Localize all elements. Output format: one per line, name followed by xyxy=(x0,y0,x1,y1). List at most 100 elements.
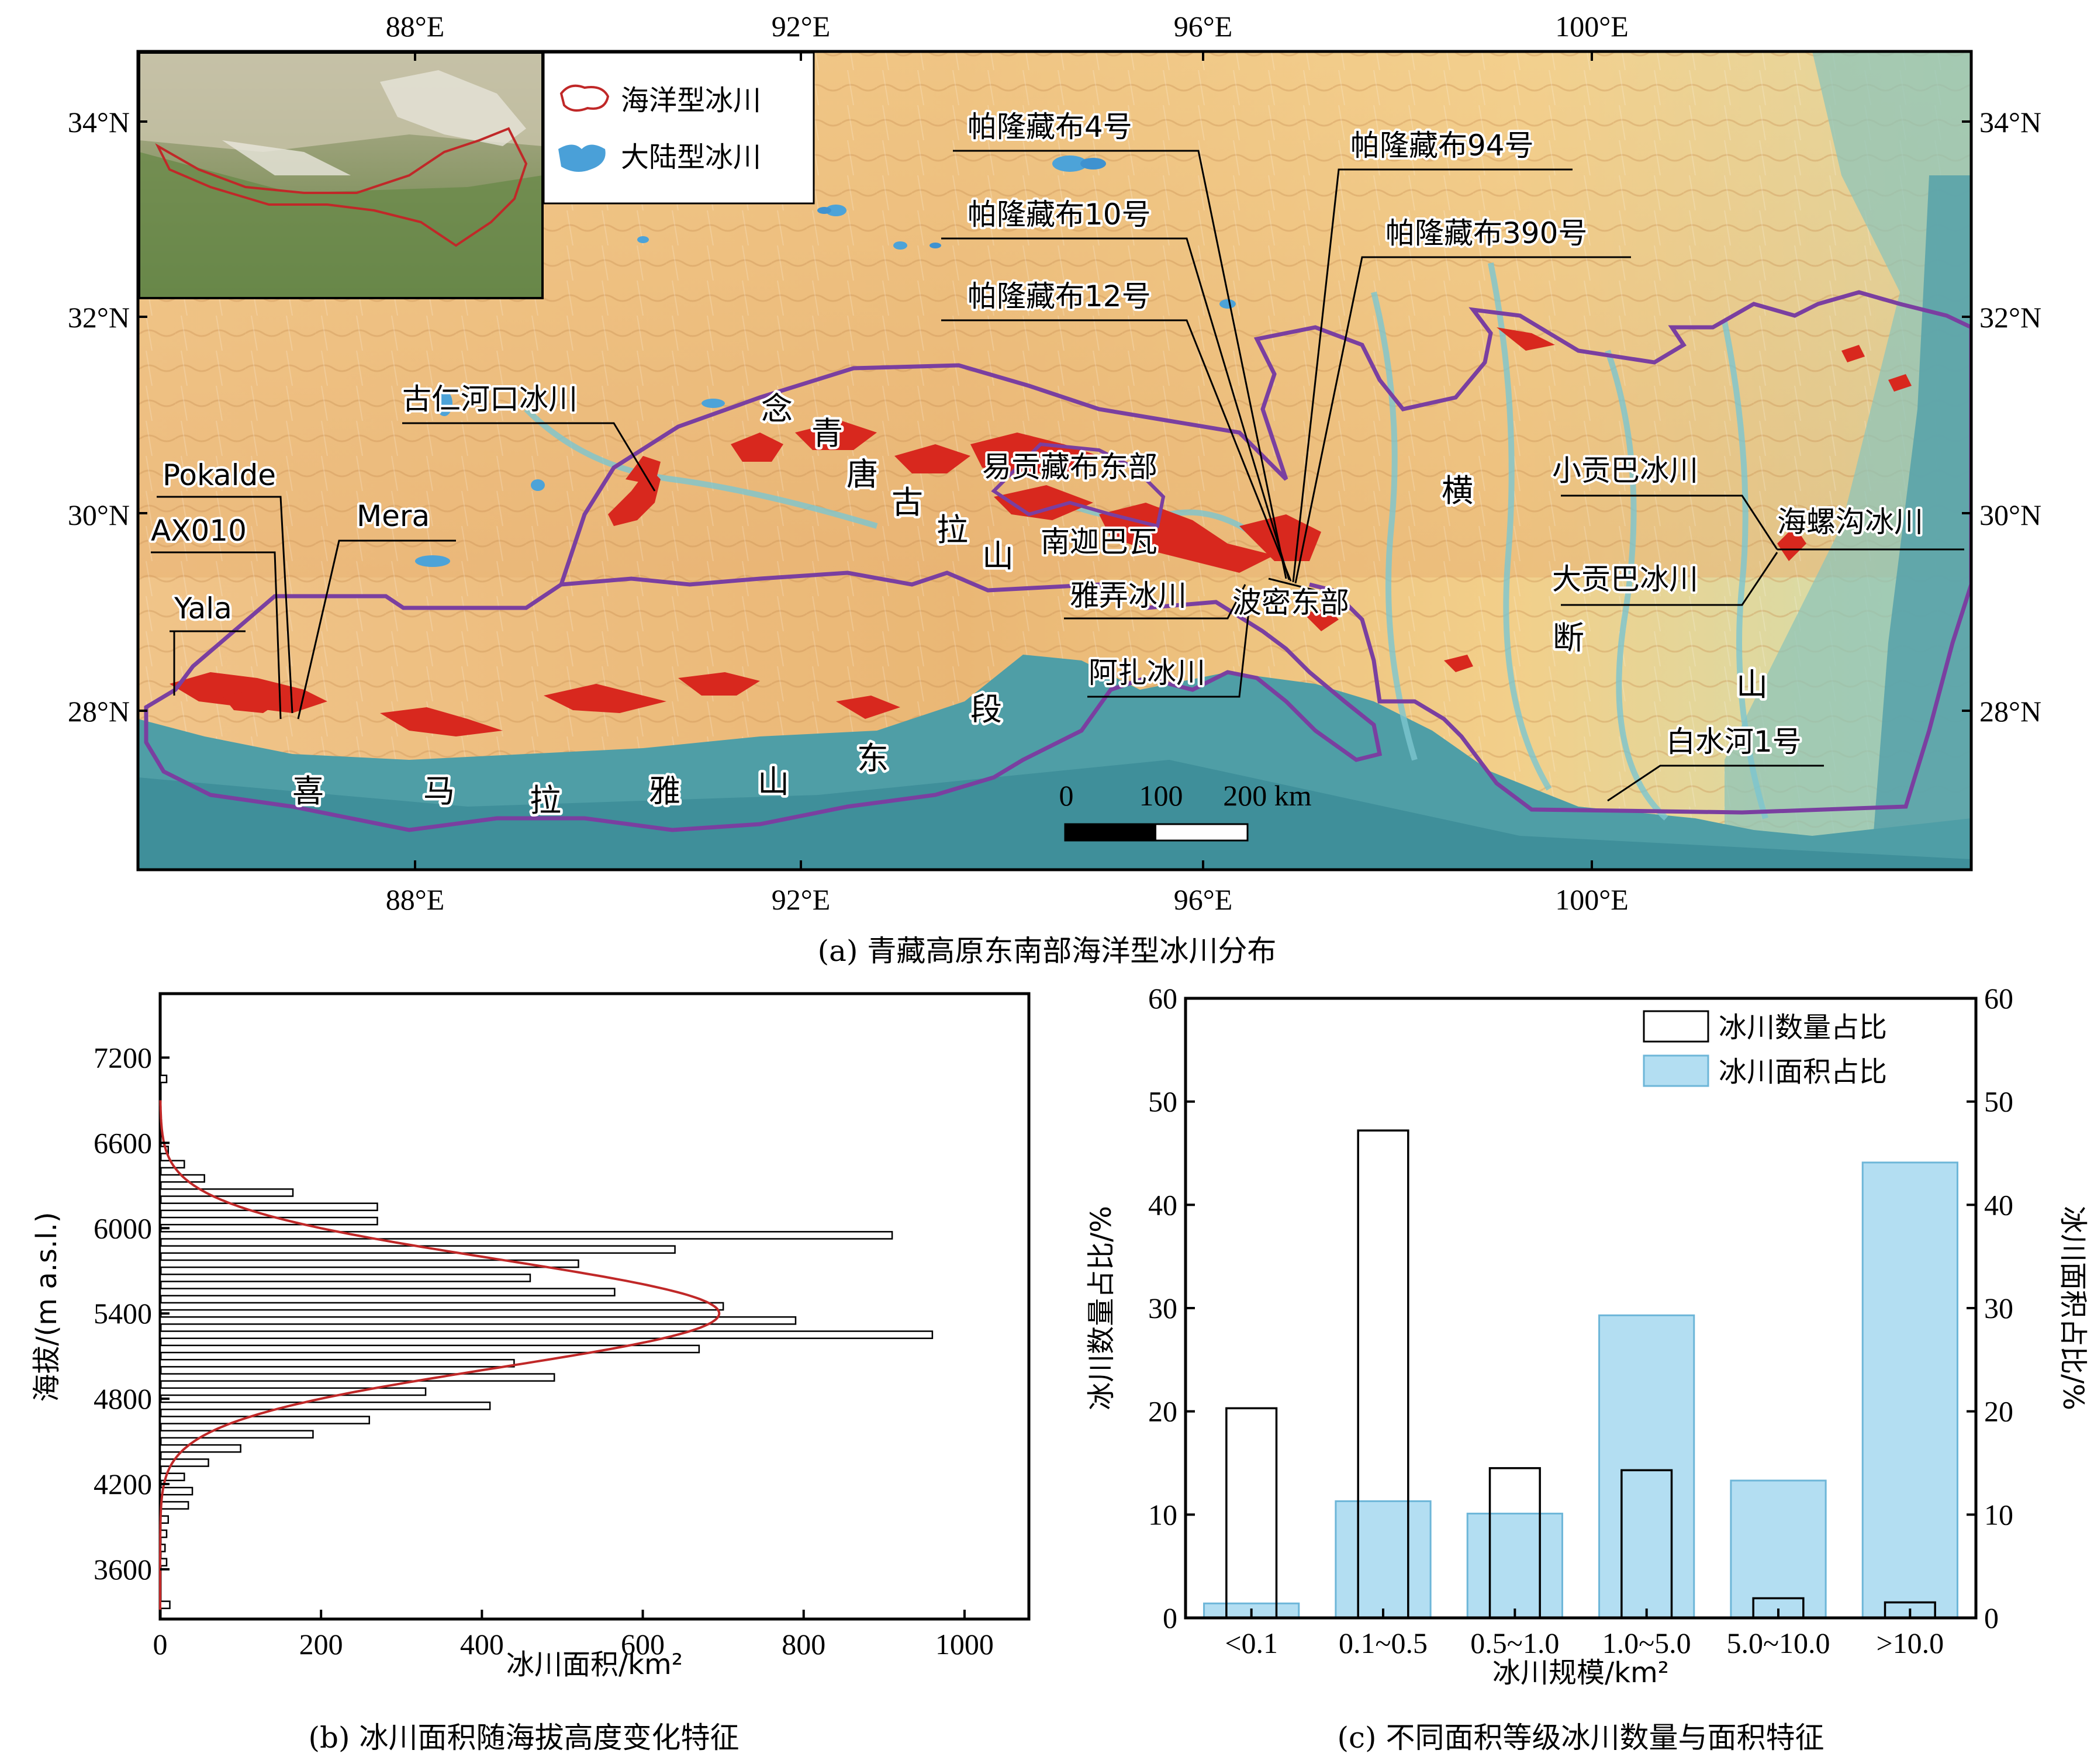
elevation-bar xyxy=(159,1302,724,1311)
inset-map xyxy=(138,51,544,299)
elevation-bar xyxy=(159,1600,171,1610)
elevation-bar xyxy=(159,1387,427,1396)
y-tick-label-left: 50 xyxy=(1148,1085,1177,1118)
elevation-bar xyxy=(159,1274,531,1282)
lon-tick-bottom: 96°E xyxy=(1174,883,1233,916)
glacier-labels: 帕隆藏布4号 帕隆藏布10号 帕隆藏布12号 帕隆藏布94号 帕隆藏布390号 … xyxy=(148,108,1926,761)
y-tick-label: 4800 xyxy=(94,1382,152,1415)
map-frame xyxy=(136,50,1973,871)
chart-c-legend: 冰川数量占比 冰川面积占比 xyxy=(1643,1010,1887,1088)
y-tick-label-right: 60 xyxy=(1984,982,2013,1015)
label-bomi: 波密东部 xyxy=(1232,586,1349,620)
lakes xyxy=(415,155,1236,567)
count-share-bar xyxy=(1225,1407,1278,1619)
label-palong-12: 帕隆藏布12号 xyxy=(967,279,1151,313)
map-panel: 海洋型冰川 大陆型冰川 88°E 92°E 96°E 100°E 88°E 92… xyxy=(68,10,2041,968)
chart-c-frame xyxy=(1184,997,1978,1620)
chart-c-xlabel: 冰川规模/km² xyxy=(1492,1656,1669,1689)
elevation-bar xyxy=(159,1416,370,1424)
x-tick-label: 1000 xyxy=(935,1628,994,1661)
y-tick-label-right: 30 xyxy=(1984,1292,2013,1324)
scalebar-label-0: 0 xyxy=(1059,779,1074,812)
graticule: 88°E 92°E 96°E 100°E 88°E 92°E 96°E 100°… xyxy=(68,10,2041,916)
lat-tick-right: 34°N xyxy=(1979,106,2041,139)
continental-legend-icon xyxy=(558,144,606,172)
area-share-bar xyxy=(1335,1500,1432,1619)
chart-c-ylabel-left: 冰川数量占比/% xyxy=(1085,1206,1118,1410)
y-tick-label-right: 10 xyxy=(1984,1498,2013,1531)
elevation-bar xyxy=(159,1288,616,1297)
range-char: 念 xyxy=(761,390,793,427)
scalebar-label-200: 200 km xyxy=(1223,779,1312,812)
label-palong-4: 帕隆藏布4号 xyxy=(967,110,1132,144)
lon-tick-top: 92°E xyxy=(772,10,831,43)
elevation-bar xyxy=(159,1458,209,1467)
range-char: 东 xyxy=(857,740,889,777)
elevation-bar xyxy=(159,1259,579,1268)
lat-tick-left: 32°N xyxy=(68,301,130,334)
size-class-bars xyxy=(1203,1129,1958,1619)
x-tick-label: 1.0~5.0 xyxy=(1602,1627,1691,1659)
lat-tick-left: 30°N xyxy=(68,499,130,531)
x-tick-label: 0.1~0.5 xyxy=(1339,1627,1428,1659)
label-ax010: AX010 xyxy=(151,514,247,548)
lon-tick-top: 88°E xyxy=(386,10,445,43)
label-yanong: 雅弄冰川 xyxy=(1070,579,1187,613)
x-tick-label: 800 xyxy=(782,1628,825,1661)
maritime-region-boundary xyxy=(144,570,1383,832)
elevation-bar xyxy=(159,1430,314,1439)
range-labels: 念 青 唐 古 拉 山 喜 马 拉 雅 山 东 段 横 断 山 xyxy=(290,388,1771,822)
y-tick-label: 5400 xyxy=(94,1297,152,1330)
area-share-bar xyxy=(1730,1479,1827,1619)
y-tick-label-left: 20 xyxy=(1148,1395,1177,1428)
elevation-bar xyxy=(159,1373,555,1382)
size-class-chart: <0.1 0.1~0.5 0.5~1.0 1.0~5.0 5.0~10.0 >10.0 0 0… xyxy=(1085,982,2089,1755)
legend-maritime-label: 海洋型冰川 xyxy=(621,84,761,117)
label-pokalde: Pokalde xyxy=(163,458,276,492)
range-char: 段 xyxy=(970,691,1002,728)
label-namcha: 南迦巴瓦 xyxy=(1041,525,1157,559)
range-char: 横 xyxy=(1442,472,1473,509)
label-yigong: 易贡藏布东部 xyxy=(982,450,1157,484)
range-char: 拉 xyxy=(530,782,561,819)
leader-lines xyxy=(151,150,1964,802)
lon-tick-bottom: 88°E xyxy=(386,883,445,916)
range-char: 山 xyxy=(1736,666,1768,703)
x-tick-label: <0.1 xyxy=(1225,1627,1278,1659)
label-mera: Mera xyxy=(357,499,430,533)
range-char: 断 xyxy=(1553,620,1584,656)
x-tick-label: 200 xyxy=(299,1628,343,1661)
label-palong-94: 帕隆藏布94号 xyxy=(1350,129,1534,162)
range-char: 喜 xyxy=(292,773,324,810)
x-tick-label: 400 xyxy=(460,1628,504,1661)
range-char: 山 xyxy=(758,763,789,800)
chart-c-axes: <0.1 0.1~0.5 0.5~1.0 1.0~5.0 5.0~10.0 >10.0 0 0… xyxy=(1148,982,2013,1659)
range-char: 拉 xyxy=(937,511,968,548)
panel-c-caption: (c) 不同面积等级冰川数量与面积特征 xyxy=(1338,1721,1825,1755)
inset-region-outline xyxy=(155,127,528,247)
panel-a-caption: (a) 青藏高原东南部海洋型冰川分布 xyxy=(818,934,1277,968)
label-palong-10: 帕隆藏布10号 xyxy=(967,198,1151,231)
y-tick-label: 3600 xyxy=(94,1553,152,1586)
y-tick-label-right: 0 xyxy=(1984,1602,1999,1634)
y-tick-label: 4200 xyxy=(94,1468,152,1500)
legend-area-label: 冰川面积占比 xyxy=(1719,1056,1887,1088)
y-tick-label: 6600 xyxy=(94,1126,152,1159)
elevation-bar xyxy=(159,1231,893,1240)
gaussian-fit-curve xyxy=(159,1100,721,1619)
legend-continental-label: 大陆型冰川 xyxy=(621,141,761,174)
label-gurenhekou: 古仁河口冰川 xyxy=(402,382,578,416)
y-tick-label-left: 30 xyxy=(1148,1292,1177,1324)
y-tick-label-left: 60 xyxy=(1148,982,1177,1015)
lon-tick-top: 100°E xyxy=(1555,10,1629,43)
scalebar-label-100: 100 xyxy=(1139,779,1183,812)
elevation-bar xyxy=(159,1188,294,1197)
x-tick-label: 5.0~10.0 xyxy=(1726,1627,1830,1659)
elevation-bar xyxy=(159,1358,515,1368)
elevation-bar xyxy=(159,1316,797,1325)
range-char: 山 xyxy=(982,538,1014,575)
elevation-area-chart: 0 200 400 600 800 1000 3600 4200 4800 5400 6000 660… xyxy=(30,992,1031,1755)
elevation-bar xyxy=(159,1344,700,1354)
elevation-bar xyxy=(159,1216,378,1226)
